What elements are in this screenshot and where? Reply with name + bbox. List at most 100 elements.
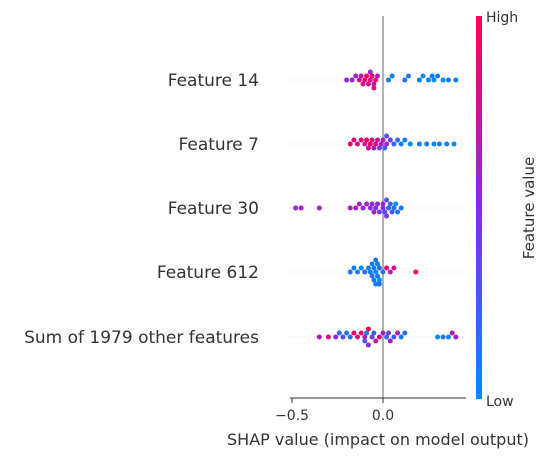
shap-point <box>351 137 357 143</box>
shap-point <box>395 330 401 336</box>
shap-point <box>376 277 382 283</box>
shap-point <box>384 133 390 139</box>
shap-point <box>413 269 419 275</box>
shap-point <box>325 334 331 340</box>
shap-point <box>416 77 422 83</box>
shap-point <box>373 269 379 275</box>
shap-point <box>453 334 459 340</box>
shap-point <box>395 137 401 143</box>
data-points <box>293 69 459 348</box>
shap-point <box>360 81 366 87</box>
shap-point <box>402 137 408 143</box>
shap-point <box>351 330 357 336</box>
shap-point <box>391 141 397 147</box>
colorbar: High Low Feature value <box>476 10 538 410</box>
shap-point <box>365 81 371 87</box>
feature-rows: Feature 14 Feature 7 Feature 30 Feature 612… <box>24 71 466 348</box>
shap-point <box>362 269 368 275</box>
shap-point <box>371 209 377 215</box>
shap-point <box>451 141 457 147</box>
shap-point <box>358 330 364 336</box>
shap-point <box>384 213 390 219</box>
shap-point <box>340 334 346 340</box>
shap-point <box>380 269 386 275</box>
shap-point <box>407 141 413 147</box>
shap-point <box>371 277 377 283</box>
shap-point <box>375 261 380 267</box>
shap-point <box>376 209 382 215</box>
shap-point <box>402 330 408 336</box>
shap-point <box>398 334 404 340</box>
shap-point <box>382 209 388 215</box>
shap-point <box>375 137 380 143</box>
shap-point <box>373 257 379 263</box>
shap-point <box>371 85 377 91</box>
x-axis: −0.5 0.0 SHAP value (impact on model outp… <box>227 397 529 449</box>
colorbar-low-label: Low <box>486 394 514 410</box>
shap-point <box>446 77 451 83</box>
shap-point <box>373 338 379 344</box>
shap-point <box>420 73 426 79</box>
shap-point <box>426 77 431 83</box>
shap-point <box>429 73 435 79</box>
shap-point <box>298 205 304 211</box>
shap-point <box>371 265 377 271</box>
shap-point <box>387 137 393 143</box>
shap-point <box>365 145 371 151</box>
shap-point <box>449 330 455 336</box>
shap-point <box>362 77 368 83</box>
shap-point <box>453 77 459 83</box>
shap-point <box>369 201 375 207</box>
shap-point <box>376 334 382 340</box>
shap-point <box>360 205 366 211</box>
shap-point <box>316 334 322 340</box>
shap-point <box>375 201 380 207</box>
shap-point <box>349 77 355 83</box>
shap-point <box>333 334 339 340</box>
shap-point <box>367 205 373 211</box>
shap-point <box>371 330 377 336</box>
shap-point <box>444 141 450 147</box>
shap-point <box>351 265 357 271</box>
shap-point <box>398 205 404 211</box>
shap-point <box>387 269 393 275</box>
shap-point <box>358 137 364 143</box>
shap-point <box>440 77 446 83</box>
shap-point <box>369 137 375 143</box>
shap-point <box>336 330 342 336</box>
shap-point <box>353 73 359 79</box>
shap-point <box>389 73 395 79</box>
shap-point <box>373 77 379 83</box>
shap-point <box>389 209 395 215</box>
shap-point <box>398 141 404 147</box>
shap-point <box>347 205 353 211</box>
feature-label: Sum of 1979 other features <box>24 328 259 348</box>
shap-point <box>369 261 375 267</box>
shap-point <box>406 73 411 79</box>
colorbar-high-label: High <box>486 10 518 26</box>
shap-point <box>376 145 382 151</box>
shap-point <box>367 269 373 275</box>
shap-point <box>424 141 430 147</box>
feature-label: Feature 14 <box>168 71 259 91</box>
shap-point <box>347 334 353 340</box>
shap-point <box>293 205 299 211</box>
shap-point <box>384 334 390 340</box>
shap-point <box>391 205 397 211</box>
shap-point <box>365 326 371 332</box>
colorbar-gradient <box>476 16 482 399</box>
shap-point <box>380 330 386 336</box>
shap-point <box>355 141 360 147</box>
shap-point <box>380 137 386 143</box>
shap-point <box>386 205 391 211</box>
shap-point <box>347 141 353 147</box>
shap-point <box>393 201 399 207</box>
shap-point <box>384 197 390 203</box>
shap-point <box>382 145 388 151</box>
x-tick-label: 0.0 <box>372 408 394 424</box>
shap-point <box>395 209 401 215</box>
shap-point <box>356 77 362 83</box>
shap-point <box>362 141 368 147</box>
shap-point <box>344 77 350 83</box>
